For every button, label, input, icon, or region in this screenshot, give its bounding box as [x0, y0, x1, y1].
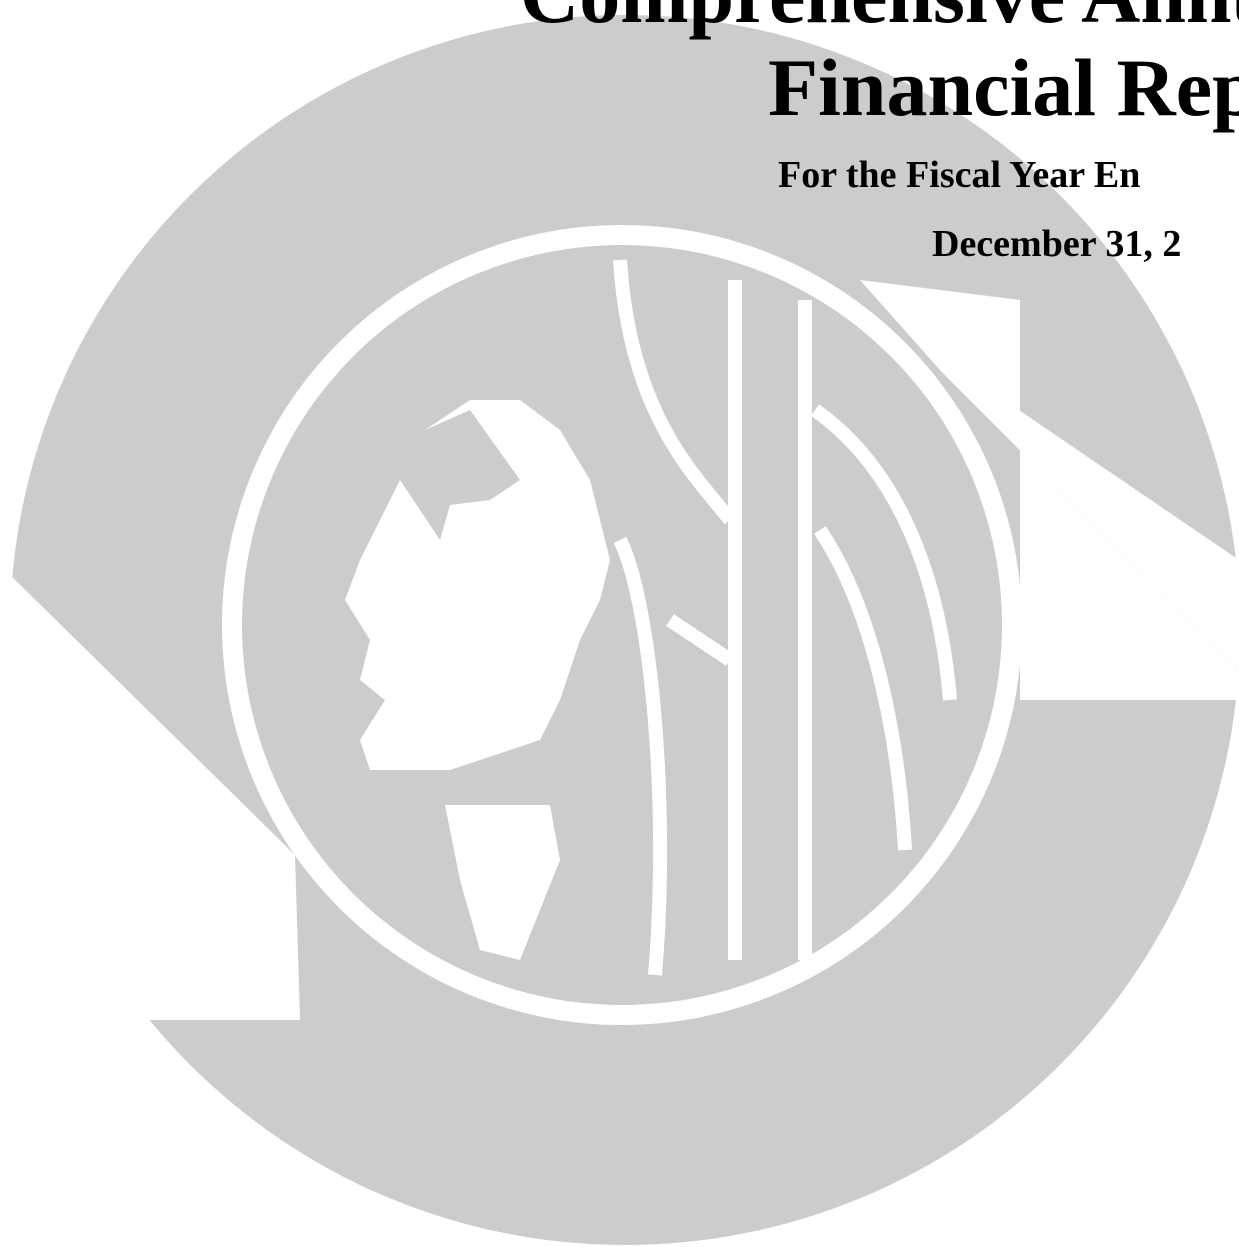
- title-line: Comprehensive Annu: [520, 0, 1239, 40]
- seal-logo: [0, 15, 1239, 1247]
- cover: Comprehensive Annu Financial Rep For the…: [0, 0, 1239, 1247]
- page: Comprehensive Annu Financial Rep For the…: [0, 0, 1239, 1247]
- subtitle-line: For the Fiscal Year En: [778, 154, 1140, 196]
- logo-inner: [242, 245, 1002, 1005]
- title-line: Financial Rep: [768, 42, 1239, 133]
- subtitle-line: December 31, 2: [932, 223, 1181, 265]
